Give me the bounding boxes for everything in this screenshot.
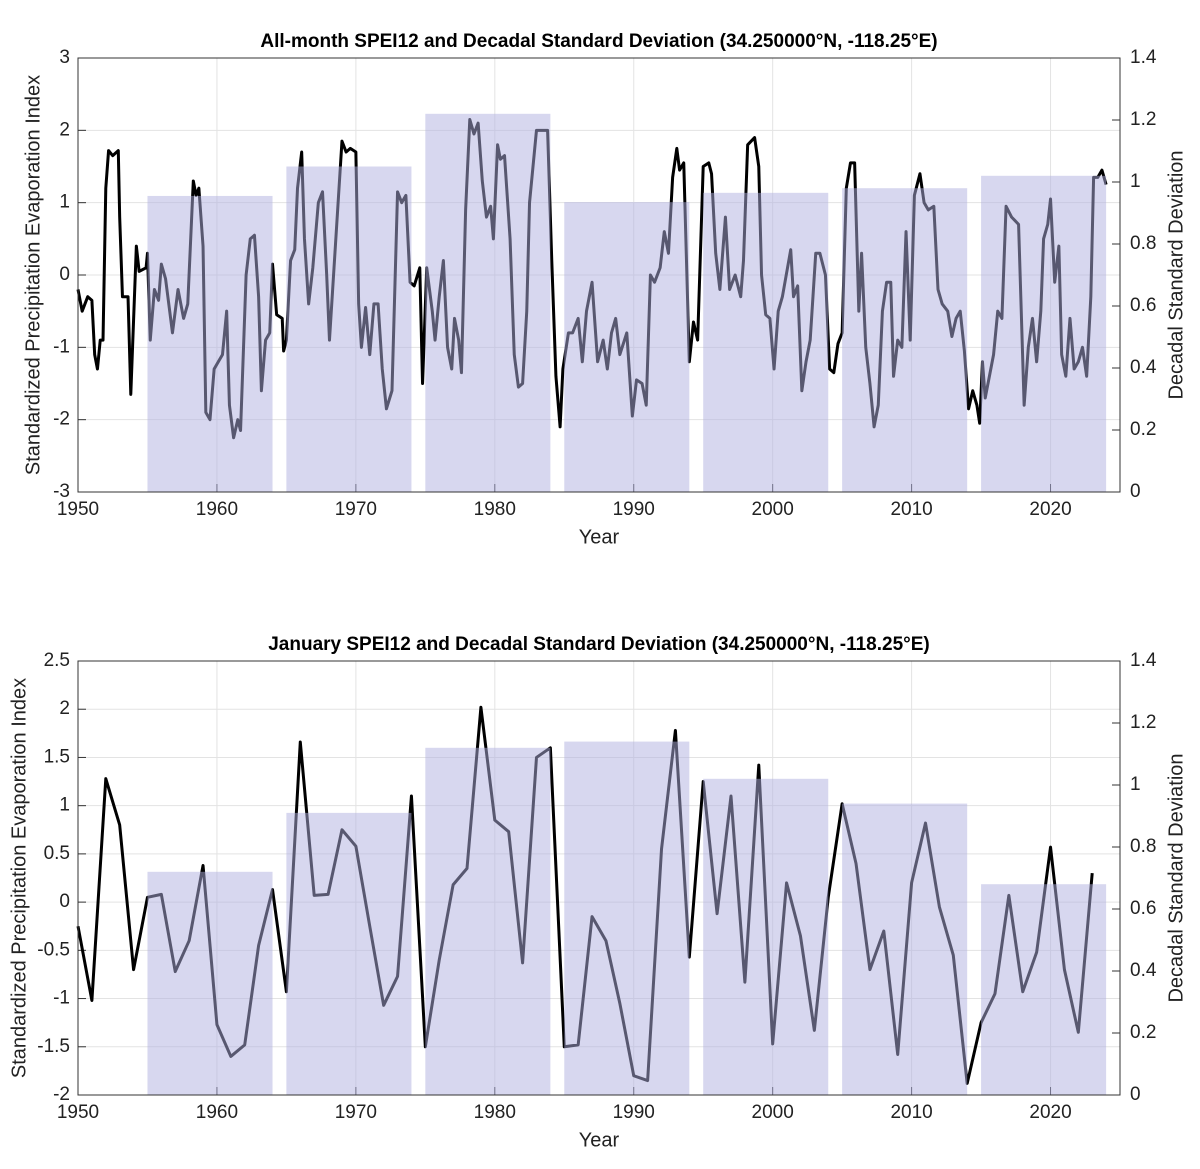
- std-bar: [564, 741, 690, 1095]
- y2-tick-label: 1.2: [1130, 712, 1156, 733]
- y-tick-label: -0.5: [37, 939, 70, 960]
- y2-tick-label: 0: [1130, 481, 1141, 502]
- y-tick-label: -2: [53, 409, 70, 430]
- std-bar: [981, 175, 1107, 493]
- x-tick-label: 1990: [613, 1102, 655, 1123]
- y-tick-label: 2: [59, 119, 70, 140]
- y-tick-label: -1: [53, 988, 70, 1009]
- y2-tick-label: 1: [1130, 774, 1141, 795]
- y2-tick-label: 0.4: [1130, 357, 1157, 378]
- y-tick-label: 2.5: [44, 650, 70, 671]
- y-tick-label: 1: [59, 192, 70, 213]
- y-axis-label: Standardized Precipitation Evaporation I…: [8, 678, 30, 1078]
- std-bar: [842, 188, 968, 492]
- x-axis-label: Year: [579, 1129, 620, 1151]
- std-bar: [703, 778, 829, 1095]
- x-tick-label: 2000: [752, 1102, 794, 1123]
- y-tick-label: 1: [59, 795, 70, 816]
- y-tick-label: -2: [53, 1084, 70, 1105]
- x-tick-label: 2000: [752, 499, 794, 520]
- x-tick-label: 2010: [890, 1102, 932, 1123]
- y-tick-label: 2: [59, 698, 70, 719]
- y-tick-label: 0: [59, 891, 70, 912]
- y-tick-label: 3: [59, 47, 70, 68]
- x-tick-label: 1970: [335, 499, 377, 520]
- std-bar: [147, 871, 273, 1095]
- x-tick-label: 1950: [57, 1102, 99, 1123]
- x-tick-label: 1960: [196, 499, 238, 520]
- y2-axis-label: Decadal Standard Deviation: [1165, 753, 1187, 1002]
- x-tick-label: 1970: [335, 1102, 377, 1123]
- std-bar: [425, 747, 551, 1095]
- y-tick-label: -1: [53, 336, 70, 357]
- y2-tick-label: 0: [1130, 1084, 1141, 1105]
- x-tick-label: 2020: [1029, 499, 1071, 520]
- x-tick-label: 1960: [196, 1102, 238, 1123]
- x-tick-label: 1950: [57, 499, 99, 520]
- x-tick-label: 1990: [613, 499, 655, 520]
- std-bar: [564, 202, 690, 492]
- x-tick-label: 1980: [474, 1102, 516, 1123]
- std-bar: [981, 884, 1107, 1095]
- y2-tick-label: 0.6: [1130, 898, 1156, 919]
- y2-tick-label: 0.6: [1130, 295, 1156, 316]
- y2-axis-label: Decadal Standard Deviation: [1165, 150, 1187, 399]
- std-bar: [286, 166, 412, 492]
- y-tick-label: -1.5: [37, 1036, 70, 1057]
- axes-frame: [77, 660, 1121, 1096]
- std-bar: [147, 195, 273, 492]
- y2-tick-label: 0.2: [1130, 1022, 1156, 1043]
- x-tick-label: 1980: [474, 499, 516, 520]
- x-tick-label: 2020: [1029, 1102, 1071, 1123]
- x-tick-label: 2010: [890, 499, 932, 520]
- y2-tick-label: 0.8: [1130, 233, 1156, 254]
- y-tick-label: 0: [59, 264, 70, 285]
- y2-tick-label: 0.4: [1130, 960, 1157, 981]
- std-bar: [425, 113, 551, 493]
- chart-title: January SPEI12 and Decadal Standard Devi…: [268, 634, 930, 655]
- std-bar: [286, 812, 412, 1095]
- y-tick-label: 1.5: [44, 746, 70, 767]
- axes-frame: [77, 57, 1121, 493]
- std-bar: [842, 803, 968, 1095]
- std-bar: [703, 192, 829, 492]
- y-tick-label: 0.5: [44, 843, 70, 864]
- y2-tick-label: 1.4: [1130, 47, 1157, 68]
- y2-tick-label: 0.2: [1130, 419, 1156, 440]
- y2-tick-label: 1.2: [1130, 109, 1156, 130]
- y-axis-label: Standardized Precipitation Evaporation I…: [22, 75, 44, 475]
- y2-tick-label: 0.8: [1130, 836, 1156, 857]
- x-axis-label: Year: [579, 526, 620, 548]
- y2-tick-label: 1.4: [1130, 650, 1157, 671]
- y-tick-label: -3: [53, 481, 70, 502]
- chart-title: All-month SPEI12 and Decadal Standard De…: [260, 31, 937, 52]
- y2-tick-label: 1: [1130, 171, 1141, 192]
